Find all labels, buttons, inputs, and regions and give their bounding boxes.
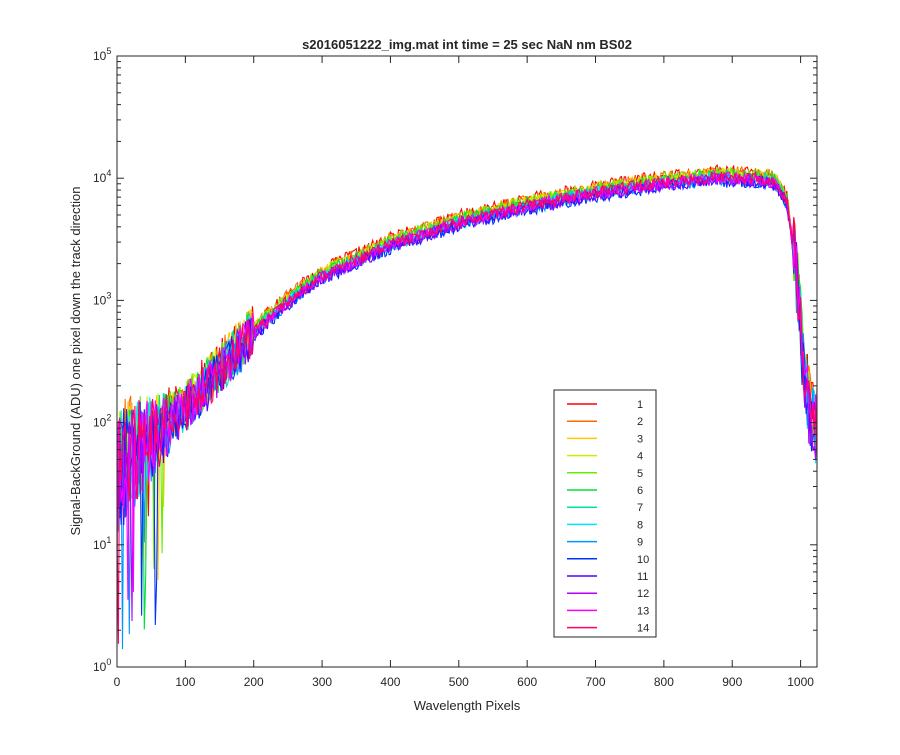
legend-label-12: 12 xyxy=(637,588,649,600)
x-axis-label: Wavelength Pixels xyxy=(414,698,521,713)
y-tick-exponent: 4 xyxy=(106,168,111,178)
x-tick-label: 300 xyxy=(312,675,332,689)
plot-area xyxy=(116,55,818,668)
x-tick-label: 400 xyxy=(380,675,400,689)
y-tick-exponent: 3 xyxy=(106,290,111,300)
x-tick-label: 900 xyxy=(722,675,742,689)
legend-label-7: 7 xyxy=(637,502,643,514)
x-axis: 0 100 200 300 400 500 600 700 800 900 1000 xyxy=(114,56,814,689)
x-tick-label: 600 xyxy=(517,675,537,689)
legend-label-4: 4 xyxy=(637,451,643,463)
legend-label-10: 10 xyxy=(637,554,649,566)
x-tick-label: 200 xyxy=(244,675,264,689)
x-tick-label: 0 xyxy=(114,675,121,689)
axes-box xyxy=(116,55,818,668)
y-axis-label: Signal-BackGround (ADU) one pixel down t… xyxy=(68,186,83,535)
y-tick-exponent: 0 xyxy=(106,657,111,667)
y-tick-exponent: 2 xyxy=(106,413,111,423)
legend-label-13: 13 xyxy=(637,605,649,617)
legend-label-5: 5 xyxy=(637,468,643,480)
chart-title: s2016051222_img.mat int time = 25 sec Na… xyxy=(302,37,632,52)
legend-label-8: 8 xyxy=(637,519,643,531)
legend-box xyxy=(553,389,657,638)
x-tick-label: 100 xyxy=(175,675,195,689)
series-layer xyxy=(116,163,818,650)
series-line-14 xyxy=(116,171,818,644)
x-tick-label: 1000 xyxy=(787,675,814,689)
x-tick-label: 500 xyxy=(449,675,469,689)
legend-label-1: 1 xyxy=(637,399,643,411)
y-tick-exponent: 5 xyxy=(106,46,111,56)
series-line-11 xyxy=(116,174,818,526)
legend-label-14: 14 xyxy=(637,623,649,635)
legend-label-11: 11 xyxy=(637,571,648,583)
x-tick-label: 700 xyxy=(586,675,606,689)
y-tick-exponent: 1 xyxy=(106,535,111,545)
legend-label-6: 6 xyxy=(637,485,643,497)
legend-label-2: 2 xyxy=(637,416,643,428)
x-tick-label: 800 xyxy=(654,675,674,689)
legend-label-3: 3 xyxy=(637,433,643,445)
legend-label-9: 9 xyxy=(637,537,643,549)
